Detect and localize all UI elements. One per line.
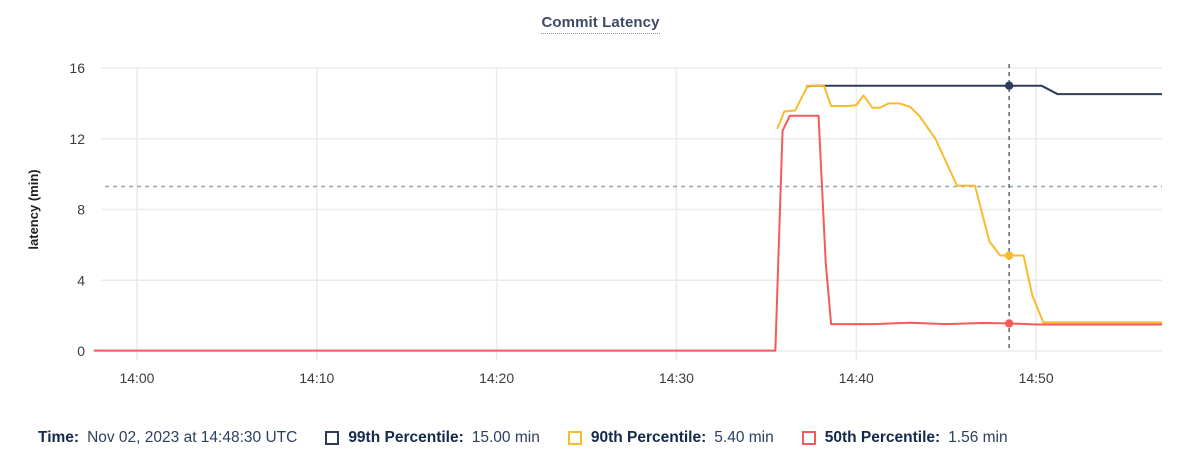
time-value: Nov 02, 2023 at 14:48:30 UTC bbox=[87, 429, 298, 446]
legend-item-p50[interactable]: 50th Percentile: 1.56 min bbox=[801, 429, 1008, 447]
x-tick-label: 14:20 bbox=[479, 370, 514, 386]
crosshair-marker-p50[interactable] bbox=[1004, 319, 1014, 328]
y-tick-label: 8 bbox=[77, 202, 85, 218]
x-tick-label: 14:30 bbox=[659, 370, 694, 386]
x-tick-label: 14:50 bbox=[1019, 370, 1054, 386]
x-tick-label: 14:40 bbox=[839, 370, 874, 386]
y-tick-label: 4 bbox=[77, 272, 85, 288]
legend-swatch-p99-icon bbox=[325, 431, 340, 445]
y-tick-label: 0 bbox=[77, 343, 85, 359]
legend-swatch-p90-icon bbox=[567, 431, 582, 445]
legend-item-p99[interactable]: 99th Percentile: 15.00 min bbox=[325, 429, 540, 447]
legend-item-p90[interactable]: 90th Percentile: 5.40 min bbox=[567, 429, 774, 447]
series-line-p99 bbox=[805, 84, 1162, 96]
legend-label-p90: 90th Percentile: bbox=[590, 429, 707, 446]
legend-label-p99: 99th Percentile: bbox=[348, 429, 464, 446]
x-tick-label: 14:00 bbox=[119, 370, 154, 386]
footer-time: Time: Nov 02, 2023 at 14:48:30 UTC bbox=[38, 429, 297, 447]
y-axis-title: latency (min) bbox=[26, 169, 41, 249]
crosshair-marker-p99[interactable] bbox=[1004, 81, 1014, 90]
chart-plot-area[interactable]: 0 4 8 12 16 14:00 14:10 14:20 14:30 14:40 14:50 lat… bbox=[0, 0, 1201, 410]
series-line-p50 bbox=[93, 114, 1162, 352]
legend-value-p50: 1.56 min bbox=[948, 429, 1008, 446]
x-tick-label: 14:10 bbox=[299, 370, 334, 386]
page-title: Commit Latency bbox=[0, 14, 1201, 34]
crosshair-marker-p90[interactable] bbox=[1004, 251, 1014, 260]
legend-swatch-p50-icon bbox=[801, 431, 816, 445]
chart-footer-legend: Time: Nov 02, 2023 at 14:48:30 UTC 99th … bbox=[0, 416, 1201, 460]
y-tick-label: 12 bbox=[69, 131, 85, 147]
time-label: Time: bbox=[38, 429, 80, 446]
legend-label-p50: 50th Percentile: bbox=[824, 429, 941, 446]
y-tick-label: 16 bbox=[69, 60, 85, 76]
legend-value-p90: 5.40 min bbox=[714, 429, 774, 446]
series-line-p90 bbox=[776, 84, 1162, 324]
legend-value-p99: 15.00 min bbox=[471, 429, 540, 446]
chart-title-text: Commit Latency bbox=[541, 14, 660, 34]
